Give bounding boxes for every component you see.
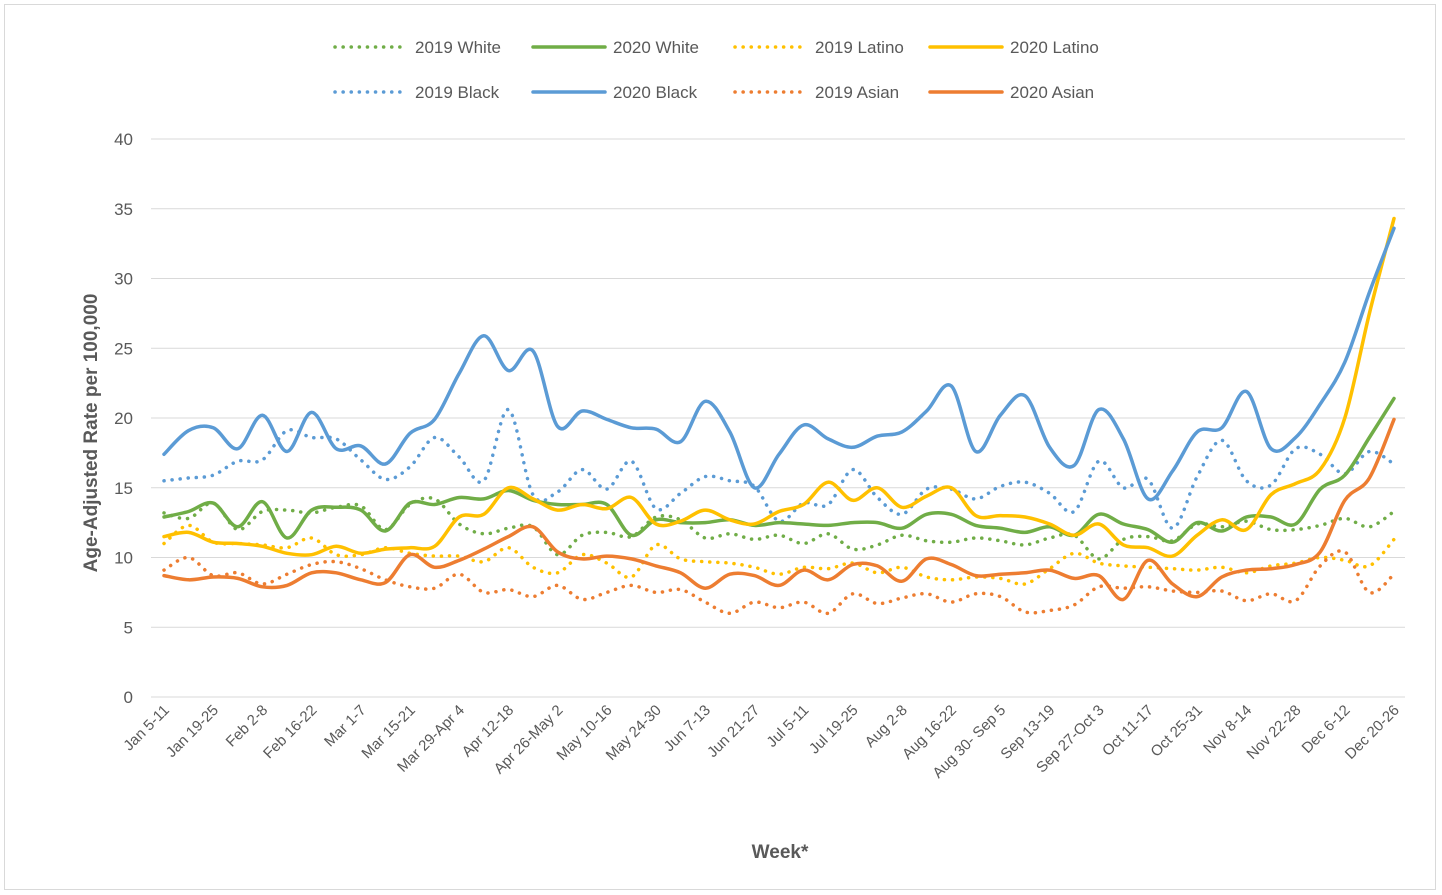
y-tick-label: 15 (114, 479, 133, 498)
legend-label: 2019 Asian (815, 83, 899, 102)
legend-item: 2019 White (333, 38, 501, 57)
series-line-2020-black (162, 226, 1396, 502)
gridlines (151, 138, 1405, 698)
y-tick-label: 40 (114, 130, 133, 149)
y-tick-label: 30 (114, 270, 133, 289)
y-axis-title: Age-Adjusted Rate per 100,000 (81, 294, 102, 573)
series-line-2020-white (162, 396, 1396, 544)
legend-item: 2019 Black (333, 83, 500, 102)
x-tick-label: Nov 22-28 (1243, 702, 1304, 763)
series-line-2020-latino (162, 216, 1396, 559)
chart-frame: 0 5 10 15 20 25 30 35 40 Jan 5-11 Jan 19-25 Feb 2-… (4, 4, 1436, 890)
x-tick-label: Jul 5-11 (763, 702, 812, 751)
x-tick-label: Aug 2-8 (862, 702, 911, 751)
series-lines (162, 216, 1396, 616)
x-axis-title: Week* (752, 842, 809, 863)
legend-label: 2019 Latino (815, 38, 904, 57)
x-tick-label: Oct 11-17 (1099, 702, 1157, 760)
y-tick-label: 25 (114, 339, 133, 358)
x-tick-label: Mar 1-7 (321, 702, 370, 751)
legend-label: 2019 White (415, 38, 501, 57)
series-line-2019-black (162, 407, 1396, 530)
legend-item: 2020 Asian (928, 83, 1094, 102)
legend-item: 2020 White (531, 38, 699, 57)
legend-item: 2020 Black (531, 83, 698, 102)
legend-label: 2019 Black (415, 83, 500, 102)
series-line-2020-asian (162, 417, 1396, 602)
series-line-2019-latino (162, 523, 1396, 587)
y-tick-label: 20 (114, 409, 133, 428)
legend-item: 2019 Asian (733, 83, 899, 102)
legend-item: 2020 Latino (928, 38, 1099, 57)
legend-label: 2020 Asian (1010, 83, 1094, 102)
series-line-2019-asian (162, 549, 1396, 616)
x-tick-label: Jan 19-25 (163, 702, 222, 761)
y-tick-label: 0 (124, 688, 133, 707)
y-tick-label: 5 (124, 618, 133, 637)
legend-item: 2019 Latino (733, 38, 904, 57)
y-tick-label: 35 (114, 200, 133, 219)
legend-label: 2020 Latino (1010, 38, 1099, 57)
x-tick-label: Feb 2-8 (223, 702, 272, 751)
x-tick-label: Dec 20-26 (1342, 702, 1403, 763)
x-tick-label: Jun 21-27 (704, 702, 763, 761)
legend-label: 2020 Black (613, 83, 698, 102)
legend-label: 2020 White (613, 38, 699, 57)
y-tick-labels: 0 5 10 15 20 25 30 35 40 (114, 130, 133, 707)
y-tick-label: 10 (114, 549, 133, 568)
legend: 2019 White 2020 White 2019 Latino 2020 Lati… (333, 38, 1099, 102)
x-tick-label: Feb 16-22 (260, 702, 320, 762)
x-tick-label: Oct 25-31 (1147, 702, 1206, 761)
x-tick-label: Jul 19-25 (806, 702, 862, 758)
